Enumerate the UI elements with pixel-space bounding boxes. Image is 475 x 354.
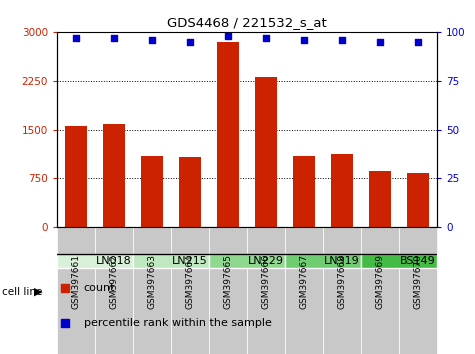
Point <box>300 37 308 42</box>
Bar <box>293 155 315 227</box>
Text: GSM397662: GSM397662 <box>110 254 118 309</box>
Bar <box>95 227 133 354</box>
Text: GSM397669: GSM397669 <box>376 254 384 309</box>
Point <box>224 33 232 39</box>
Bar <box>323 227 361 354</box>
FancyBboxPatch shape <box>323 227 361 254</box>
Bar <box>361 227 399 354</box>
FancyBboxPatch shape <box>209 227 247 254</box>
Bar <box>171 227 209 354</box>
FancyBboxPatch shape <box>133 227 171 254</box>
FancyBboxPatch shape <box>361 227 399 254</box>
Text: LN229: LN229 <box>248 256 284 266</box>
Bar <box>65 126 87 227</box>
FancyBboxPatch shape <box>209 254 285 268</box>
Point <box>148 37 156 42</box>
Bar <box>217 42 239 227</box>
Text: GSM397663: GSM397663 <box>148 254 156 309</box>
Bar <box>285 227 323 354</box>
Text: count: count <box>84 283 115 293</box>
Text: percentile rank within the sample: percentile rank within the sample <box>84 318 272 328</box>
Text: GSM397666: GSM397666 <box>262 254 270 309</box>
Bar <box>179 157 201 227</box>
FancyBboxPatch shape <box>57 227 95 254</box>
Bar <box>255 78 277 227</box>
Text: LN018: LN018 <box>96 256 132 266</box>
FancyBboxPatch shape <box>285 254 361 268</box>
FancyBboxPatch shape <box>95 227 133 254</box>
FancyBboxPatch shape <box>133 254 209 268</box>
Bar <box>369 171 391 227</box>
Text: LN319: LN319 <box>324 256 360 266</box>
Text: LN215: LN215 <box>172 256 208 266</box>
Text: GSM397661: GSM397661 <box>72 254 80 309</box>
FancyBboxPatch shape <box>361 254 437 268</box>
Text: GSM397668: GSM397668 <box>338 254 346 309</box>
FancyBboxPatch shape <box>285 227 323 254</box>
FancyBboxPatch shape <box>247 227 285 254</box>
Bar <box>247 227 285 354</box>
Point <box>338 37 346 42</box>
Bar <box>407 172 429 227</box>
Text: cell line: cell line <box>2 287 43 297</box>
Point <box>376 39 384 45</box>
Bar <box>141 155 163 227</box>
Text: GSM397667: GSM397667 <box>300 254 308 309</box>
Point <box>110 35 118 41</box>
FancyBboxPatch shape <box>399 227 437 254</box>
Bar <box>103 124 125 227</box>
Text: GSM397664: GSM397664 <box>186 254 194 309</box>
Point <box>186 39 194 45</box>
FancyBboxPatch shape <box>57 254 133 268</box>
FancyBboxPatch shape <box>171 227 209 254</box>
Point <box>262 35 270 41</box>
Bar <box>57 227 95 354</box>
Text: BS149: BS149 <box>400 256 436 266</box>
Text: ▶: ▶ <box>34 287 43 297</box>
Bar <box>331 154 353 227</box>
Title: GDS4468 / 221532_s_at: GDS4468 / 221532_s_at <box>167 16 327 29</box>
Point <box>414 39 422 45</box>
Text: GSM397665: GSM397665 <box>224 254 232 309</box>
Bar <box>209 227 247 354</box>
Bar <box>399 227 437 354</box>
Bar <box>133 227 171 354</box>
Text: GSM397670: GSM397670 <box>414 254 422 309</box>
Point <box>72 35 80 41</box>
